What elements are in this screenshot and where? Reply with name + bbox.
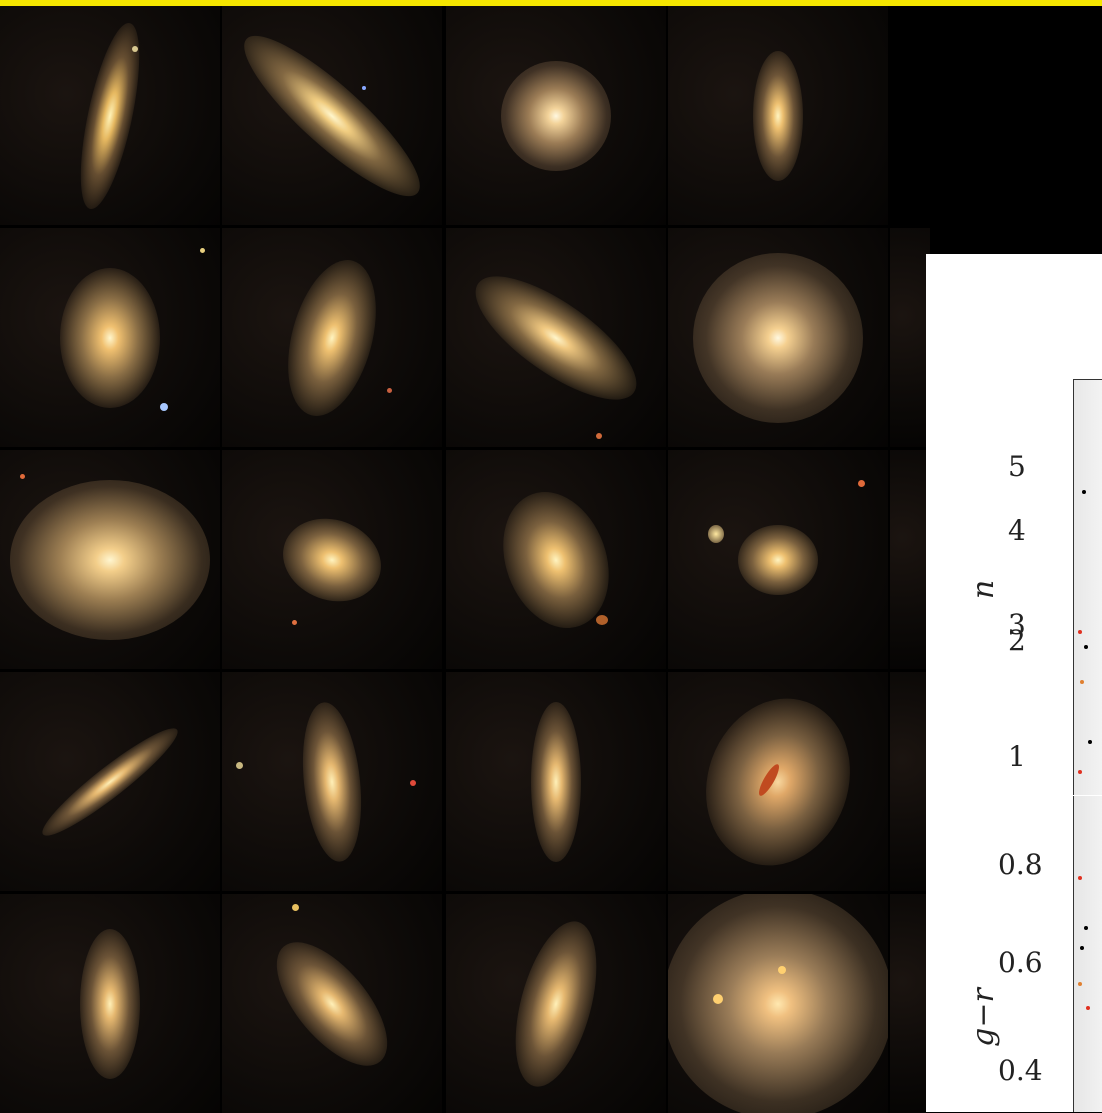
- galaxy-tile: [0, 450, 220, 669]
- galaxy-tile: [446, 450, 666, 669]
- n-tick-label: 5: [1008, 450, 1026, 483]
- galaxy-tile: [668, 894, 888, 1113]
- galaxy-tile-partial: [890, 894, 930, 1113]
- galaxy-tile: [668, 450, 888, 669]
- gr-tick-label: 0.8: [998, 848, 1043, 881]
- n-tick-label: 1: [1008, 740, 1026, 773]
- galaxy-tile: [0, 672, 220, 891]
- galaxy-tile: [0, 894, 220, 1113]
- galaxy-tile: [446, 228, 666, 447]
- galaxy-tile-partial: [890, 228, 930, 447]
- n-tick-label: 2: [1008, 624, 1026, 657]
- galaxy-tile: [0, 228, 220, 447]
- empty-black-region: [888, 6, 1102, 227]
- top-yellow-border: [0, 0, 1102, 6]
- galaxy-tile: [222, 672, 442, 891]
- n-tick-label: 3: [1008, 608, 1026, 641]
- galaxy-tile: [446, 672, 666, 891]
- galaxy-tile: [668, 672, 888, 891]
- gr-axis-label: g−r: [965, 988, 1001, 1047]
- gr-tick-label: 0.4: [998, 1054, 1043, 1087]
- galaxy-tile: [668, 228, 888, 447]
- galaxy-tile-partial: [890, 450, 930, 669]
- galaxy-tile: [222, 894, 442, 1113]
- gr-tick-label: 0.6: [998, 946, 1043, 979]
- galaxy-tile: [668, 6, 888, 225]
- n-axis-label: n: [966, 579, 1002, 600]
- galaxy-tile: [0, 6, 220, 225]
- n-tick-label: 4: [1008, 514, 1026, 547]
- galaxy-image-grid: [0, 6, 1102, 1113]
- galaxy-tile: [446, 6, 666, 225]
- galaxy-tile-partial: [890, 672, 930, 891]
- galaxy-tile: [222, 228, 442, 447]
- plot-overlay: 5 4 3 2 1 n 0.8 0.6 0.4 g−r: [926, 254, 1102, 1112]
- galaxy-tile: [222, 6, 442, 225]
- galaxy-tile: [222, 450, 442, 669]
- n-panel-frame: [1073, 379, 1102, 795]
- galaxy-tile: [446, 894, 666, 1113]
- gr-panel-frame: [1073, 796, 1102, 1112]
